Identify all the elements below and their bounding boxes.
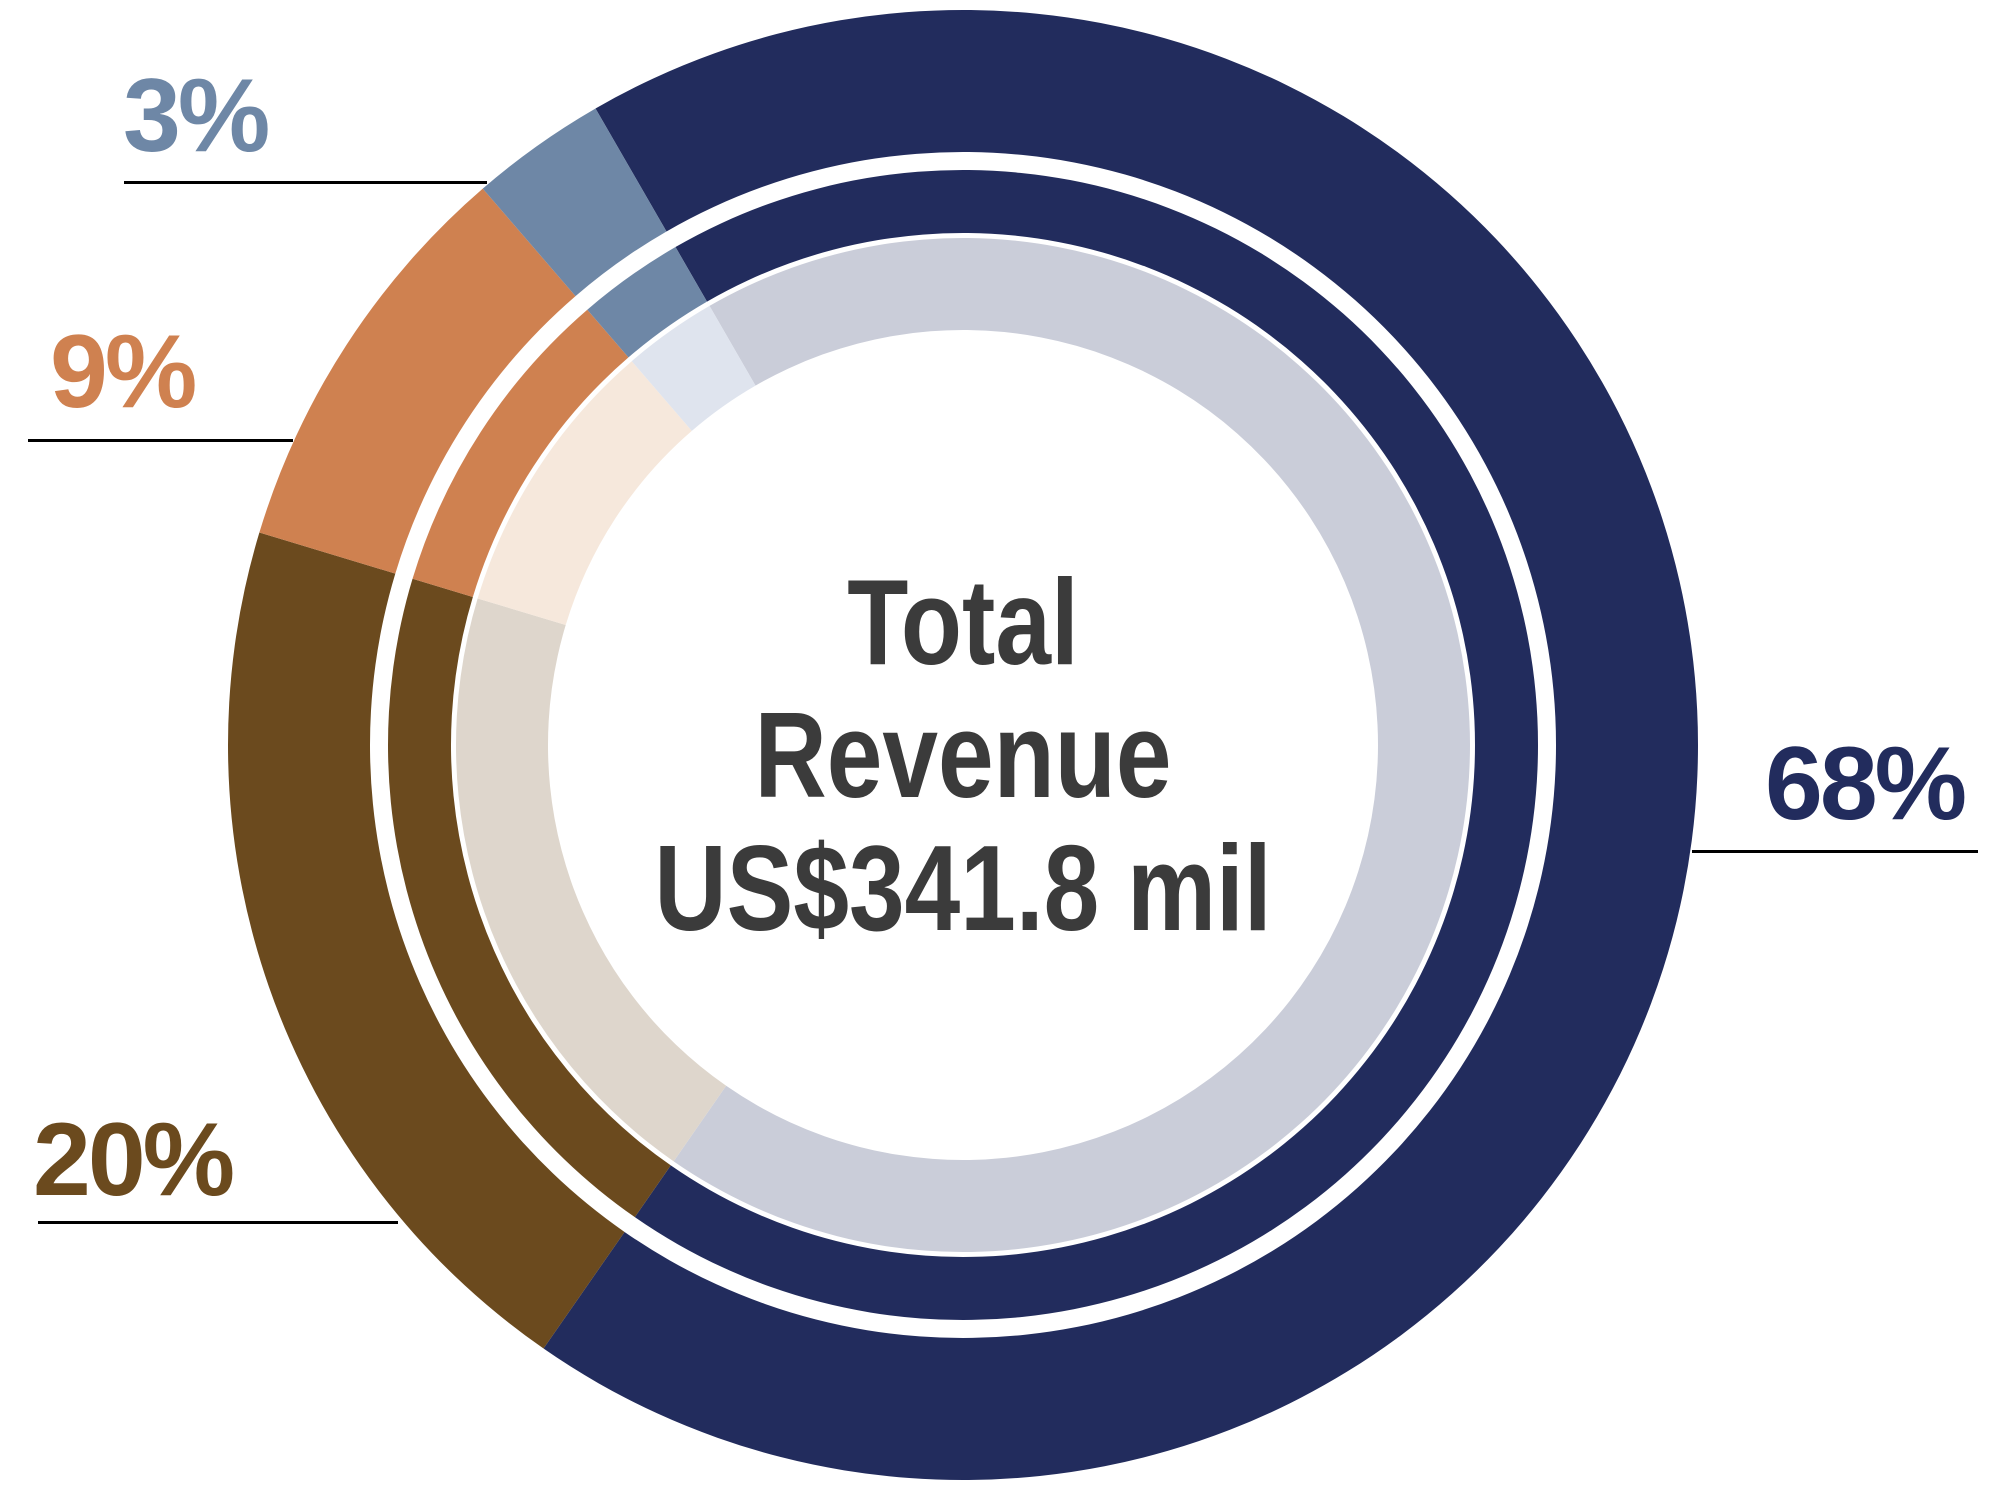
inner_faded-ring-segment-68% — [673, 238, 1471, 1253]
leader-line-9 — [28, 439, 293, 442]
center-label: Total Revenue US$341.8 mil — [654, 556, 1271, 955]
center-label-line2: Revenue — [754, 687, 1172, 823]
inner_faded-ring-segment-3% — [631, 305, 756, 431]
outer-ring-segment-3% — [482, 108, 667, 297]
middle-ring-segment-68% — [634, 170, 1539, 1321]
leader-line-68 — [1692, 850, 1978, 853]
outer-ring-segment-68% — [543, 9, 1699, 1480]
pct-label-3: 3% — [123, 58, 270, 174]
pct-label-20: 20% — [33, 1102, 235, 1218]
pct-label-9: 9% — [50, 314, 197, 430]
center-label-line1: Total — [847, 554, 1079, 690]
pct-label-68: 68% — [1765, 726, 1967, 842]
center-label-line3: US$341.8 mil — [654, 820, 1272, 956]
middle-ring-segment-20% — [387, 578, 671, 1218]
outer-ring-segment-9% — [259, 188, 576, 574]
outer-ring-segment-20% — [228, 532, 625, 1349]
inner_faded-ring-segment-9% — [477, 361, 692, 626]
inner_faded-ring-segment-20% — [456, 598, 727, 1162]
leader-line-20 — [38, 1221, 398, 1224]
leader-line-3 — [124, 181, 487, 184]
middle-ring-segment-9% — [412, 309, 629, 598]
middle-ring-segment-3% — [587, 247, 707, 358]
